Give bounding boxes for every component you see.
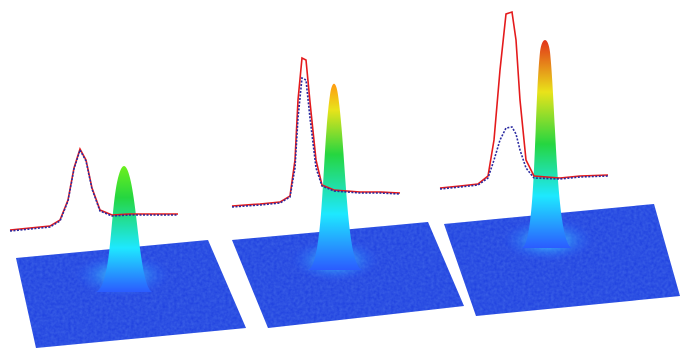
surface-plot-2 <box>232 83 464 328</box>
line-profile-1 <box>9 146 178 232</box>
profile-solid-1 <box>9 146 178 231</box>
peak-1 <box>96 166 152 292</box>
panel-2 <box>231 56 464 328</box>
profile-dotted-3 <box>439 126 609 190</box>
line-profile-3 <box>439 10 609 190</box>
profile-dotted-1 <box>9 147 178 232</box>
profile-solid-2 <box>231 56 401 207</box>
peak-2 <box>308 83 362 270</box>
profile-dotted-2 <box>231 76 401 208</box>
panel-1 <box>9 146 246 348</box>
line-profile-2 <box>231 56 401 208</box>
panel-3 <box>439 10 680 316</box>
surface-plot-3 <box>444 40 680 316</box>
profile-solid-3 <box>439 10 609 189</box>
peak-3 <box>522 40 572 248</box>
surface-plot-1 <box>16 166 246 348</box>
